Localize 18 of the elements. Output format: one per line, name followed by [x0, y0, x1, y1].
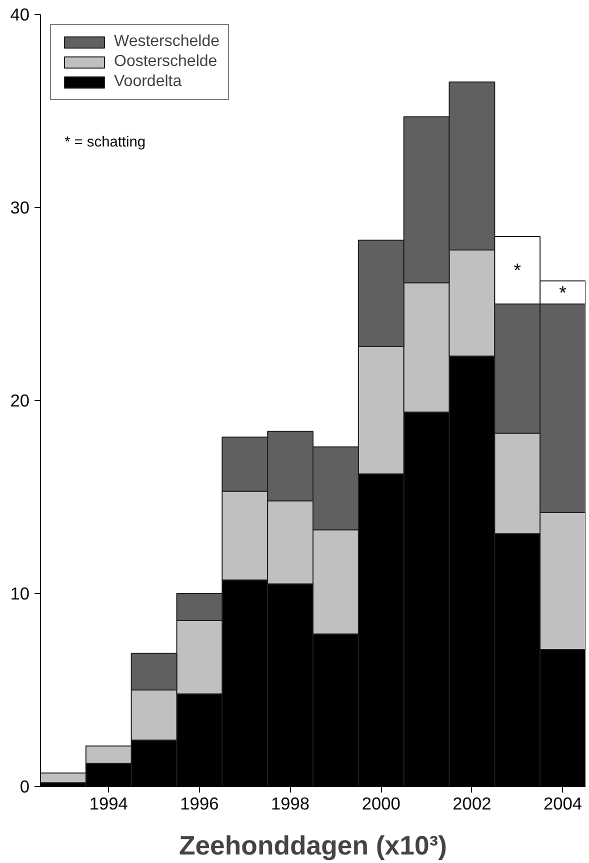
x-tick-label: 1994: [89, 794, 128, 814]
x-tick-label: 2002: [452, 794, 492, 814]
y-tick-label: 10: [10, 584, 30, 604]
x-tick-label: 1996: [180, 794, 219, 814]
y-tick-label: 40: [10, 4, 30, 24]
x-tick-label: 2000: [362, 794, 400, 814]
y-tick-label: 30: [10, 198, 30, 218]
x-tick-label: 1998: [271, 794, 310, 814]
legend-label: Westerschelde: [114, 33, 220, 51]
y-tick-label: 20: [10, 390, 30, 410]
y-tick-label: 0: [20, 776, 30, 796]
annotation: * = schatting: [64, 134, 146, 150]
data-label: *: [514, 260, 522, 281]
legend-label: Voordelta: [114, 73, 182, 91]
x-tick-label: 2004: [544, 794, 582, 814]
legend-label: Oosterschelde: [114, 53, 218, 71]
x-axis-title: Zeehonddagen (x10³): [178, 830, 448, 860]
data-label: *: [559, 282, 566, 303]
